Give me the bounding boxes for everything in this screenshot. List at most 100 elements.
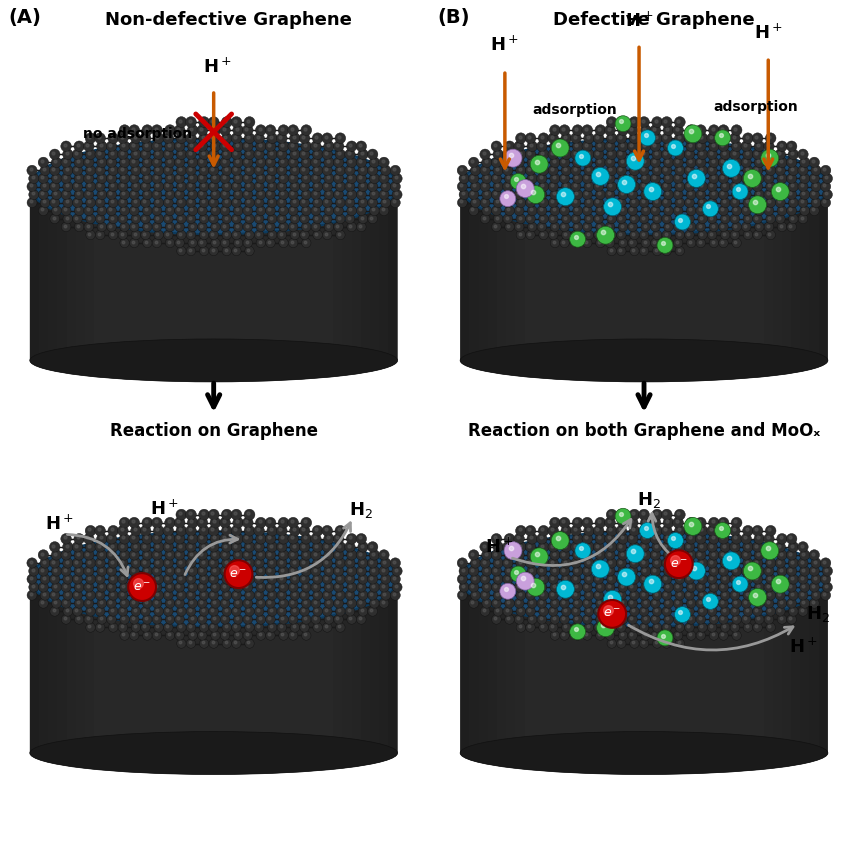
- Circle shape: [516, 214, 525, 223]
- Circle shape: [674, 630, 683, 640]
- Circle shape: [140, 526, 151, 536]
- Circle shape: [607, 214, 616, 223]
- Circle shape: [243, 157, 253, 167]
- Circle shape: [561, 165, 571, 176]
- Circle shape: [684, 197, 694, 208]
- Circle shape: [142, 550, 153, 560]
- Circle shape: [741, 550, 752, 560]
- Ellipse shape: [620, 180, 668, 193]
- Circle shape: [40, 197, 50, 208]
- Circle shape: [120, 125, 130, 135]
- Circle shape: [220, 630, 230, 640]
- Circle shape: [142, 222, 152, 231]
- Circle shape: [85, 526, 96, 536]
- Circle shape: [743, 182, 753, 191]
- Circle shape: [741, 173, 752, 184]
- Circle shape: [766, 149, 776, 159]
- Circle shape: [222, 591, 231, 600]
- Circle shape: [290, 526, 300, 536]
- Ellipse shape: [503, 542, 785, 616]
- Circle shape: [120, 566, 130, 576]
- Circle shape: [761, 149, 779, 167]
- Circle shape: [199, 591, 209, 600]
- Circle shape: [233, 222, 243, 231]
- Circle shape: [222, 639, 231, 649]
- Circle shape: [334, 550, 343, 560]
- Circle shape: [615, 116, 631, 132]
- Circle shape: [300, 230, 310, 240]
- Circle shape: [719, 615, 728, 624]
- Circle shape: [662, 197, 672, 208]
- Circle shape: [605, 222, 615, 231]
- Circle shape: [777, 222, 787, 231]
- Circle shape: [61, 141, 71, 152]
- Ellipse shape: [558, 165, 730, 209]
- Circle shape: [301, 517, 311, 528]
- Circle shape: [97, 190, 107, 199]
- Circle shape: [607, 149, 617, 159]
- Circle shape: [663, 566, 674, 576]
- Circle shape: [811, 574, 821, 585]
- Circle shape: [95, 165, 105, 176]
- Circle shape: [199, 606, 209, 617]
- Ellipse shape: [613, 572, 675, 587]
- Circle shape: [709, 173, 719, 184]
- Circle shape: [479, 149, 491, 159]
- Ellipse shape: [485, 538, 804, 620]
- Ellipse shape: [207, 185, 220, 188]
- Circle shape: [743, 558, 753, 568]
- Text: H$^+$: H$^+$: [203, 57, 232, 76]
- Circle shape: [675, 526, 685, 536]
- Circle shape: [74, 533, 84, 544]
- Circle shape: [254, 591, 264, 600]
- Circle shape: [300, 623, 310, 632]
- Circle shape: [618, 550, 629, 560]
- Circle shape: [323, 574, 332, 585]
- Circle shape: [267, 591, 277, 600]
- Circle shape: [460, 190, 469, 199]
- Circle shape: [675, 606, 690, 623]
- Circle shape: [29, 582, 39, 592]
- Circle shape: [322, 541, 332, 553]
- Circle shape: [222, 246, 231, 255]
- Circle shape: [707, 591, 717, 600]
- Circle shape: [197, 125, 208, 135]
- Polygon shape: [85, 579, 95, 753]
- Circle shape: [686, 190, 696, 199]
- Circle shape: [209, 639, 218, 649]
- Circle shape: [730, 182, 740, 191]
- Circle shape: [140, 606, 151, 617]
- Circle shape: [254, 197, 264, 208]
- Circle shape: [596, 238, 605, 248]
- Circle shape: [199, 197, 209, 208]
- Circle shape: [118, 526, 128, 536]
- Circle shape: [199, 182, 209, 191]
- Circle shape: [323, 197, 332, 208]
- Circle shape: [324, 173, 334, 184]
- Circle shape: [72, 574, 82, 585]
- Circle shape: [639, 117, 649, 127]
- Ellipse shape: [147, 169, 281, 204]
- Circle shape: [277, 558, 287, 568]
- Circle shape: [323, 623, 332, 632]
- Circle shape: [358, 541, 368, 553]
- Circle shape: [61, 157, 71, 167]
- Circle shape: [231, 214, 241, 223]
- Ellipse shape: [79, 544, 349, 614]
- Circle shape: [153, 230, 164, 240]
- Circle shape: [664, 238, 673, 248]
- Circle shape: [174, 598, 185, 608]
- Circle shape: [641, 190, 651, 199]
- Circle shape: [299, 591, 310, 600]
- Circle shape: [86, 591, 95, 600]
- Circle shape: [244, 197, 254, 208]
- Circle shape: [152, 206, 162, 216]
- Ellipse shape: [460, 532, 828, 627]
- Circle shape: [560, 238, 570, 248]
- Circle shape: [525, 591, 536, 600]
- Circle shape: [480, 574, 490, 585]
- Circle shape: [572, 550, 583, 560]
- Circle shape: [278, 517, 289, 528]
- Circle shape: [131, 214, 140, 223]
- Circle shape: [347, 566, 357, 576]
